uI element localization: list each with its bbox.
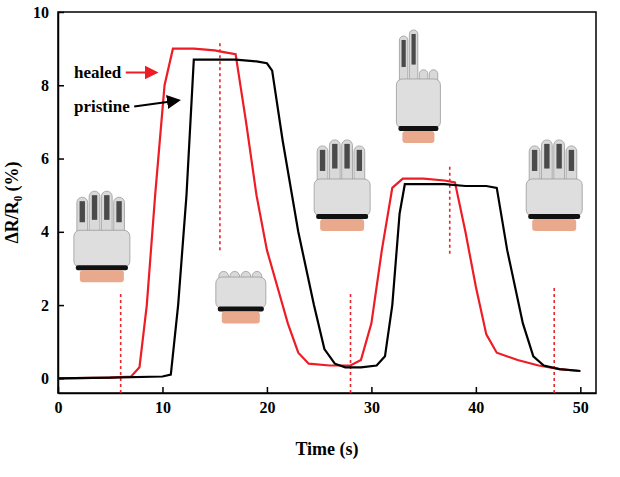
y-tick-mark [58, 158, 64, 160]
series-line [58, 49, 580, 379]
hand [532, 219, 576, 231]
glove-sensor [80, 201, 85, 222]
legend: healed pristine [74, 63, 178, 116]
x-tick-label: 50 [573, 399, 589, 416]
y-tick-mark [58, 232, 64, 234]
glove-sensor [357, 150, 362, 171]
glove-finger [399, 36, 407, 85]
glove-cuff [218, 306, 264, 311]
data-layer [58, 41, 580, 393]
hand [80, 270, 124, 282]
glove-cuff [76, 265, 128, 270]
y-tick: 6 [41, 150, 64, 167]
y-axis-line [58, 13, 60, 394]
y-tick-mark [58, 85, 64, 87]
x-tick-mark [371, 387, 373, 393]
y-tick-label: 8 [41, 77, 49, 94]
legend-arrow [134, 101, 178, 107]
y-tick-label: 0 [41, 370, 49, 387]
x-tick-label: 0 [55, 399, 63, 416]
glove-palm [314, 179, 370, 216]
glove-sensor [116, 201, 121, 222]
glove-finger [89, 191, 100, 236]
glove-cuff [316, 214, 368, 219]
glove-illustration [314, 140, 370, 231]
x-tick-label: 40 [468, 399, 484, 416]
y-tick-mark [58, 12, 64, 14]
plot-frame [58, 12, 596, 393]
glove-sensor [411, 34, 415, 65]
glove-sensor [556, 144, 561, 169]
glove-sensor [332, 144, 337, 169]
glove-finger [342, 140, 353, 185]
y-axis: 0 2 4 6 8 10 [33, 4, 64, 394]
glove-finger [101, 191, 112, 236]
y-tick: 4 [41, 223, 64, 240]
x-tick-label: 30 [364, 399, 380, 416]
glove-finger [329, 140, 340, 185]
glove-finger [409, 30, 417, 85]
chart-root: 0 10 20 30 40 50 0 2 4 6 8 10 healed pristine Time (s)… [0, 0, 620, 477]
x-axis: 0 10 20 30 40 50 [55, 387, 597, 416]
glove-sensor [344, 144, 349, 169]
x-tick-mark [476, 387, 478, 393]
x-tick-label: 10 [155, 399, 171, 416]
hand [320, 219, 364, 231]
time-marker-line [350, 294, 352, 393]
glove-sensor [104, 195, 109, 220]
y-axis-title: ΔR/R₀ (%) [2, 161, 23, 243]
time-marker-line [553, 287, 555, 393]
glove-sensor [544, 144, 549, 169]
glove-finger [541, 140, 552, 185]
x-tick: 30 [364, 387, 380, 416]
time-marker-line [219, 41, 221, 250]
y-tick-label: 10 [33, 4, 49, 21]
glove-illustration [74, 191, 130, 282]
x-tick: 50 [573, 387, 589, 416]
glove-sensor [532, 150, 537, 171]
x-tick: 20 [259, 387, 275, 416]
y-tick: 10 [33, 4, 64, 21]
glove-illustration [396, 30, 440, 143]
y-tick: 2 [41, 297, 64, 314]
glove-palm [216, 277, 266, 308]
legend-arrow [126, 72, 156, 74]
series-line [58, 60, 580, 379]
glove-sensor [320, 150, 325, 171]
glove-sensor [569, 150, 574, 171]
glove-illustration [216, 271, 266, 323]
x-tick-mark [580, 387, 582, 393]
x-axis-line [59, 393, 597, 395]
glove-sensor [92, 195, 97, 220]
x-tick-label: 20 [259, 399, 275, 416]
time-marker-line [449, 166, 451, 254]
glove-illustration [526, 140, 582, 231]
legend-label: healed [74, 63, 122, 82]
plot-area: 0 10 20 30 40 50 0 2 4 6 8 10 healed pristine [33, 4, 597, 417]
hand [222, 311, 260, 323]
y-tick-label: 4 [41, 223, 49, 240]
hand [402, 131, 434, 143]
legend-label: pristine [74, 97, 130, 116]
y-tick-label: 6 [41, 150, 49, 167]
y-tick: 8 [41, 77, 64, 94]
x-tick-mark [162, 387, 164, 393]
glove-palm [526, 179, 582, 216]
x-axis-title: Time (s) [295, 439, 358, 460]
y-tick-label: 2 [41, 297, 49, 314]
glove-sensor [402, 40, 406, 67]
x-tick-mark [267, 387, 269, 393]
glove-palm [396, 79, 440, 128]
y-tick-mark [58, 305, 64, 307]
x-tick: 10 [155, 387, 171, 416]
x-tick: 40 [468, 387, 484, 416]
glove-palm [74, 230, 130, 267]
glove-cuff [398, 126, 438, 131]
glove-cuff [528, 214, 580, 219]
glove-finger [554, 140, 565, 185]
